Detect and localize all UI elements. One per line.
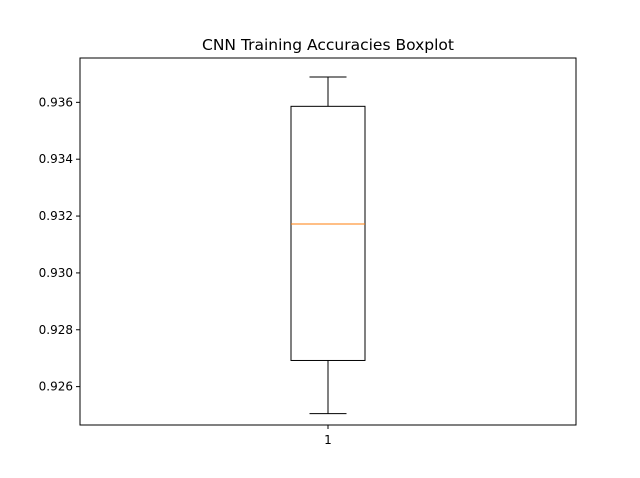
y-tick-label: 0.936	[39, 95, 73, 109]
y-tick-label: 0.934	[39, 152, 73, 166]
y-tick-label: 0.932	[39, 209, 73, 223]
chart-title: CNN Training Accuracies Boxplot	[202, 36, 454, 54]
boxplot-series	[290, 76, 366, 415]
x-axis: 1	[324, 425, 332, 447]
box	[290, 105, 366, 361]
y-tick-label: 0.926	[39, 380, 73, 394]
y-axis: 0.926 0.928 0.930 0.932 0.934 0.936	[39, 95, 80, 394]
y-tick-label: 0.928	[39, 323, 73, 337]
y-tick-label: 0.930	[39, 266, 73, 280]
x-tick-label: 1	[324, 433, 332, 447]
